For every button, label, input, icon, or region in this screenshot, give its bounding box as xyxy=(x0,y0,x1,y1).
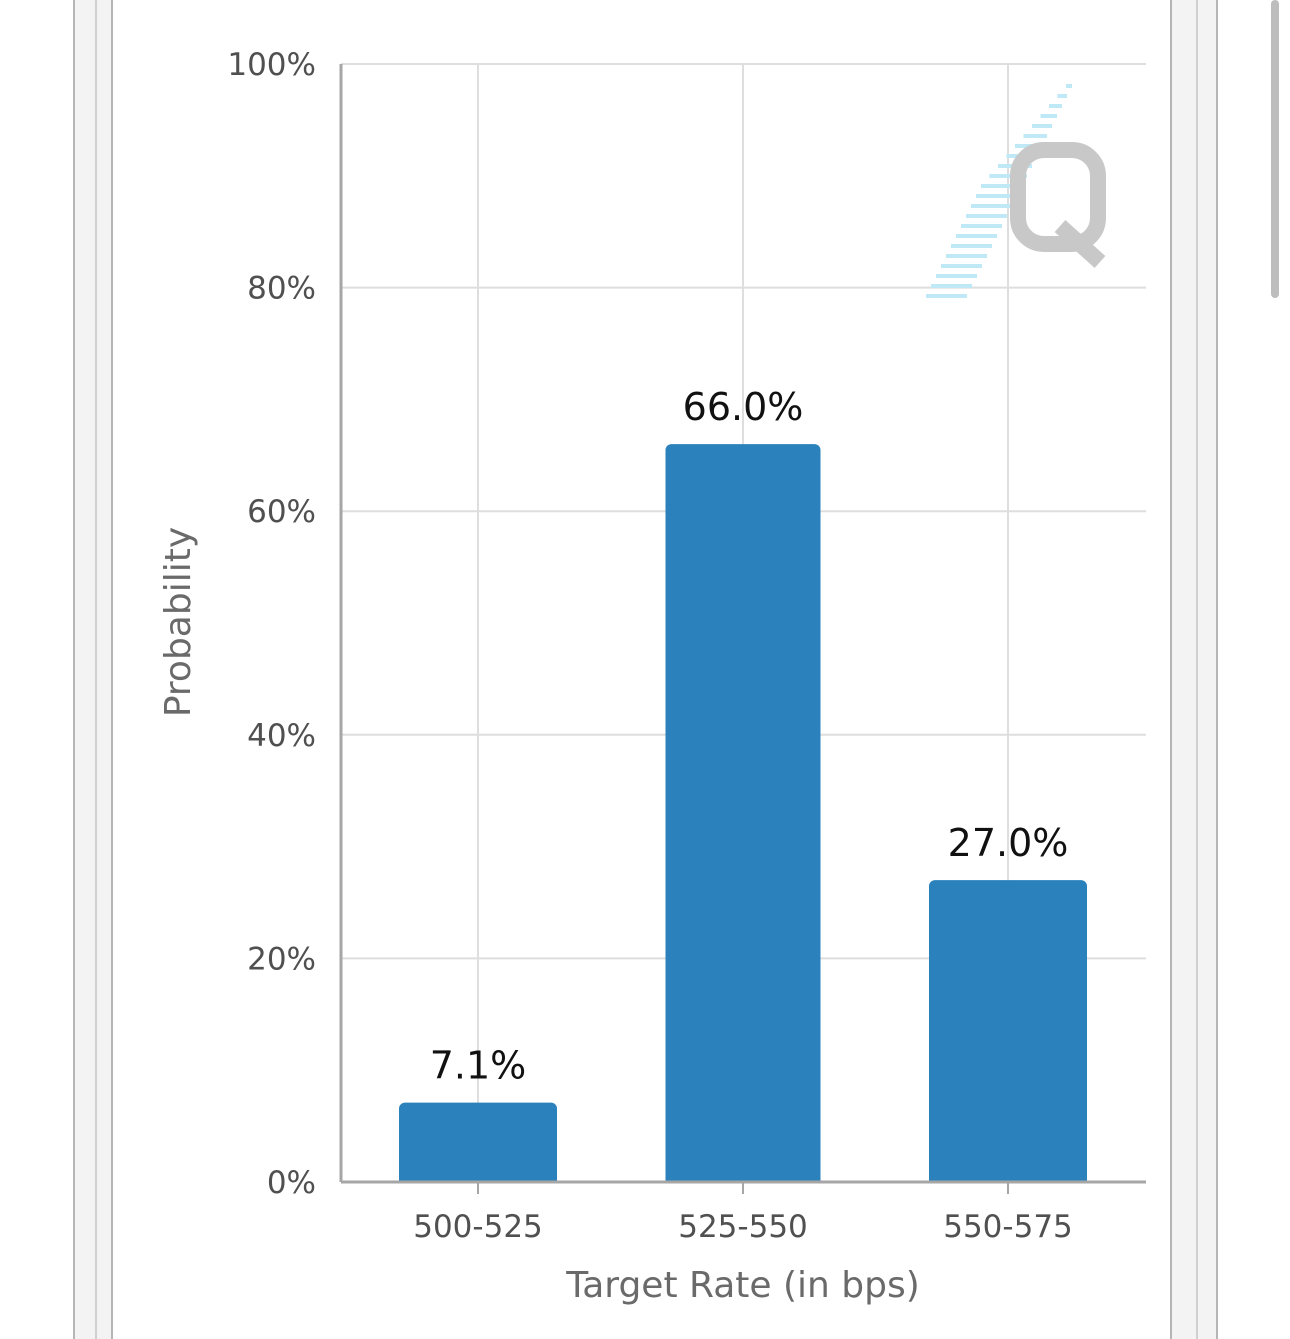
bar-base xyxy=(929,1174,1087,1182)
bar-data-label: 66.0% xyxy=(683,385,804,429)
watermark-stripe xyxy=(946,254,987,258)
left-frame-border xyxy=(73,0,113,1339)
watermark-stripe xyxy=(1023,134,1047,138)
watermark-q-tail xyxy=(1054,220,1106,268)
watermark-stripe xyxy=(1040,114,1057,118)
watermark-stripe xyxy=(931,284,972,288)
watermark-stripe xyxy=(976,194,1017,198)
watermark-stripe xyxy=(961,224,1002,228)
y-axis-title: Probability xyxy=(158,527,199,717)
y-tick-label: 80% xyxy=(247,271,316,307)
axes-layer xyxy=(339,64,1146,1194)
x-tick-label: 550-575 xyxy=(943,1209,1073,1245)
watermark-stripe xyxy=(989,174,1027,178)
y-tick-label: 0% xyxy=(267,1165,316,1201)
x-axis-title: Target Rate (in bps) xyxy=(565,1265,920,1306)
right-frame-border xyxy=(1170,0,1218,1339)
watermark-q-ring xyxy=(1010,142,1106,252)
labels-layer: 0% 20% 40% 60% 80% 100% 7.1% 500-525 66.0% 525-55… xyxy=(227,47,1072,1245)
watermark-stripe xyxy=(951,244,992,248)
bar-data-label: 7.1% xyxy=(430,1044,527,1088)
watermark-stripe xyxy=(1066,84,1072,88)
watermark-stripe xyxy=(966,214,1007,218)
bar xyxy=(665,444,821,1182)
watermark-stripe xyxy=(941,264,982,268)
x-tick-label: 525-550 xyxy=(678,1209,808,1245)
right-frame-divider xyxy=(1196,0,1198,1339)
y-tick-label: 40% xyxy=(247,718,316,754)
scrollbar-thumb[interactable] xyxy=(1271,0,1279,298)
y-tick-label: 100% xyxy=(227,47,316,83)
watermark-stripe xyxy=(1057,94,1067,98)
bar xyxy=(399,1102,557,1182)
watermark-stripe xyxy=(956,234,997,238)
watermark-stripe xyxy=(1032,124,1052,128)
bar-data-label: 27.0% xyxy=(948,821,1069,865)
watermark-stripe xyxy=(926,294,967,298)
y-tick-label: 60% xyxy=(247,494,316,530)
q-logo-watermark-icon xyxy=(926,84,1106,298)
watermark-stripe xyxy=(1049,104,1062,108)
bar-base xyxy=(399,1174,557,1182)
bars-layer xyxy=(399,444,1087,1182)
watermark-stripe xyxy=(981,184,1022,188)
bar xyxy=(929,880,1087,1182)
left-frame-divider xyxy=(95,0,97,1339)
bar-base xyxy=(665,1174,821,1182)
y-tick-label: 20% xyxy=(247,941,316,977)
x-tick-label: 500-525 xyxy=(413,1209,543,1245)
watermark-stripe xyxy=(936,274,977,278)
watermark-stripe xyxy=(971,204,1012,208)
